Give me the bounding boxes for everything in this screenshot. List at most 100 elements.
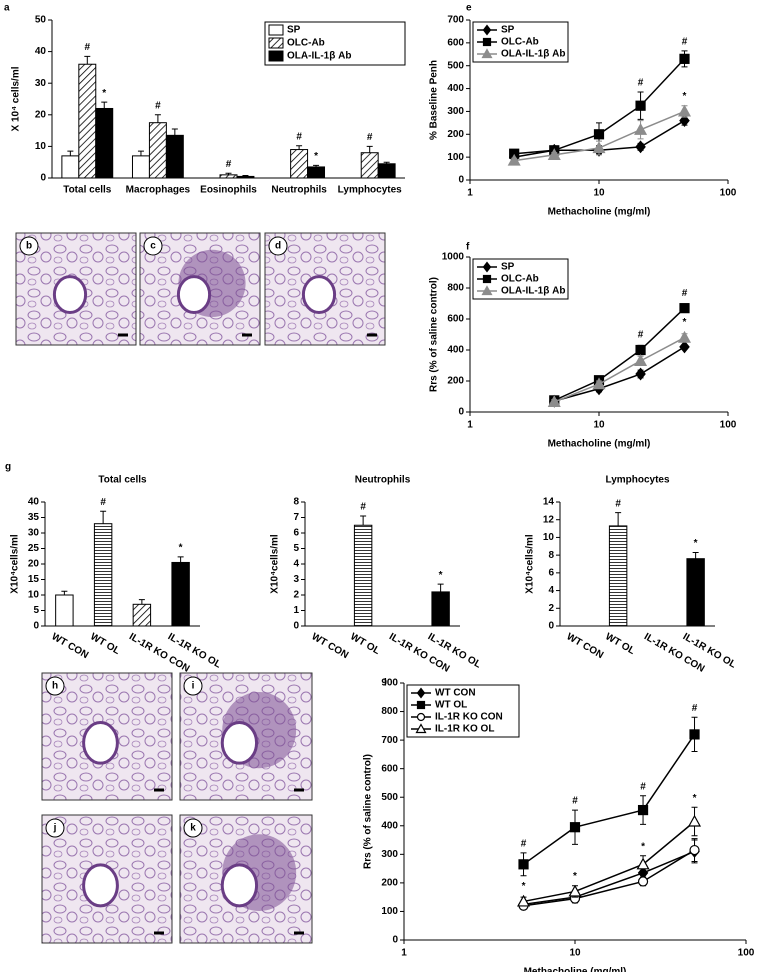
airway bbox=[52, 275, 88, 315]
point bbox=[569, 822, 581, 833]
micrograph-label: c bbox=[150, 241, 156, 252]
y-tick-label: 0 bbox=[458, 407, 464, 418]
y-tick-label: 30 bbox=[35, 78, 47, 89]
micrograph-label: b bbox=[26, 241, 32, 252]
point bbox=[635, 140, 646, 154]
error-bar bbox=[137, 150, 144, 156]
y-tick-label: 1000 bbox=[442, 252, 465, 263]
bar bbox=[93, 523, 113, 627]
x-tick-label: 10 bbox=[593, 420, 605, 431]
x-tick-label: Eosinophils bbox=[200, 185, 257, 196]
y-tick-label: 800 bbox=[447, 283, 464, 294]
legend-label: SP bbox=[501, 262, 515, 273]
y-tick-label: 800 bbox=[381, 706, 398, 717]
error-bar bbox=[313, 164, 320, 167]
point bbox=[517, 894, 531, 907]
panel-label: l bbox=[384, 678, 387, 689]
point bbox=[593, 129, 605, 140]
micrograph-label: h bbox=[52, 681, 58, 692]
series-line bbox=[554, 346, 685, 402]
series-line bbox=[553, 307, 686, 402]
error-bar bbox=[154, 114, 161, 123]
error-bar bbox=[296, 145, 303, 150]
legend-box bbox=[264, 21, 406, 66]
legend-symbol bbox=[416, 687, 426, 699]
significance-marker: # bbox=[85, 42, 91, 53]
legend-symbol bbox=[416, 712, 426, 722]
legend-symbol bbox=[482, 24, 492, 36]
significance-marker: * bbox=[683, 317, 687, 328]
x-tick-label: WT OL bbox=[88, 631, 121, 657]
panel-label: f bbox=[466, 242, 470, 253]
point bbox=[636, 857, 650, 870]
legend-swatch bbox=[268, 50, 284, 62]
y-tick-label: 300 bbox=[447, 106, 464, 117]
label-circle bbox=[143, 236, 163, 256]
label-circle bbox=[183, 818, 203, 838]
point bbox=[634, 354, 648, 366]
error-bar bbox=[67, 150, 74, 156]
series-line bbox=[553, 336, 685, 403]
y-tick-label: 0 bbox=[458, 175, 464, 186]
error-bar bbox=[100, 510, 107, 524]
panel-label: g bbox=[5, 462, 11, 473]
y-tick-label: 6 bbox=[548, 567, 554, 578]
error-bar bbox=[101, 101, 108, 109]
y-tick-label: 600 bbox=[447, 37, 464, 48]
y-axis-label: X 10⁴ cells/ml bbox=[11, 66, 22, 131]
significance-marker: # bbox=[367, 132, 373, 143]
panel-label: e bbox=[466, 3, 472, 14]
bar bbox=[307, 166, 326, 179]
y-axis-label: Rrs (% of saline control) bbox=[363, 754, 374, 869]
bar bbox=[686, 558, 705, 627]
y-tick-label: 700 bbox=[447, 15, 464, 26]
error-bar bbox=[615, 512, 622, 526]
y-tick-label: 400 bbox=[381, 820, 398, 831]
bar bbox=[95, 107, 114, 179]
point bbox=[637, 804, 649, 816]
point bbox=[592, 377, 606, 390]
x-tick-label: Lymphocytes bbox=[338, 185, 403, 196]
x-tick-label: Neutrophils bbox=[271, 185, 327, 196]
bar bbox=[55, 594, 74, 627]
x-tick-label: 100 bbox=[738, 948, 755, 959]
y-tick-label: 200 bbox=[447, 376, 464, 387]
point bbox=[677, 330, 692, 343]
significance-marker: * bbox=[102, 88, 106, 99]
significance-marker: # bbox=[155, 100, 161, 111]
significance-marker: # bbox=[572, 796, 578, 807]
significance-marker: * bbox=[641, 841, 645, 852]
significance-marker: * bbox=[314, 151, 318, 162]
y-tick-label: 2 bbox=[293, 590, 299, 601]
point bbox=[592, 141, 606, 154]
legend-symbol bbox=[482, 274, 492, 284]
significance-marker: # bbox=[360, 502, 366, 513]
legend-symbol bbox=[482, 261, 492, 273]
y-tick-label: 20 bbox=[35, 109, 47, 120]
point bbox=[635, 367, 646, 381]
airway bbox=[220, 721, 259, 765]
bar bbox=[236, 175, 255, 179]
y-tick-label: 7 bbox=[293, 512, 299, 523]
bar bbox=[377, 163, 396, 179]
point bbox=[689, 844, 700, 856]
y-tick-label: 600 bbox=[381, 763, 398, 774]
bar bbox=[360, 152, 379, 179]
y-tick-label: 50 bbox=[35, 15, 47, 26]
significance-marker: # bbox=[296, 131, 302, 142]
x-tick-label: 1 bbox=[467, 188, 473, 199]
airway bbox=[220, 863, 259, 908]
significance-marker: * bbox=[179, 543, 183, 554]
x-tick-label: 1 bbox=[467, 420, 473, 431]
y-tick-label: 400 bbox=[447, 345, 464, 356]
y-tick-label: 100 bbox=[381, 906, 398, 917]
legend-label: OLA-IL-1β Ab bbox=[501, 49, 565, 60]
x-tick-label: 100 bbox=[720, 420, 737, 431]
x-tick-label: Total cells bbox=[63, 185, 112, 196]
y-tick-label: 400 bbox=[447, 83, 464, 94]
chart-title: Neutrophils bbox=[355, 475, 411, 486]
y-tick-label: 14 bbox=[543, 497, 555, 508]
label-circle bbox=[45, 676, 65, 696]
micrograph-label: k bbox=[190, 823, 196, 834]
point bbox=[688, 814, 702, 827]
